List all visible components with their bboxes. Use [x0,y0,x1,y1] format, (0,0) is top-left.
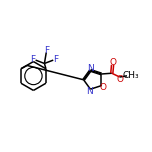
Text: F: F [53,55,58,64]
Text: CH₃: CH₃ [122,71,139,80]
Text: O: O [117,75,124,84]
Text: F: F [44,46,50,55]
Text: N: N [87,64,94,73]
Text: F: F [31,55,36,64]
Text: O: O [100,83,107,92]
Text: O: O [109,58,116,67]
Text: N: N [86,86,93,95]
